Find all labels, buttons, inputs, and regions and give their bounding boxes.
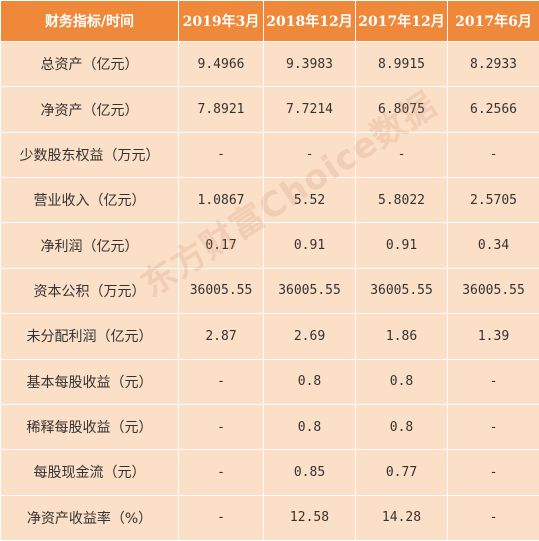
cell-value: 8.2933: [447, 40, 539, 88]
header-2019-03: 2019年3月: [178, 0, 264, 42]
cell-value: -: [447, 131, 539, 179]
cell-value: 1.39: [447, 313, 539, 360]
header-2017-06: 2017年6月: [447, 0, 539, 42]
table-row: 净利润（亿元） 0.17 0.91 0.91 0.34: [0, 222, 539, 269]
row-label: 每股现金流（元）: [0, 449, 179, 496]
cell-value: 2.69: [263, 313, 356, 360]
cell-value: 0.8: [263, 358, 356, 405]
cell-value: 0.77: [355, 449, 448, 496]
cell-value: 0.8: [355, 358, 448, 405]
table-row: 少数股东权益（万元） - - - -: [0, 131, 539, 179]
table-row: 资本公积（万元） 36005.55 36005.55 36005.55 3600…: [0, 267, 539, 315]
table-row: 每股现金流（元） - 0.85 0.77 -: [0, 449, 539, 496]
cell-value: 2.87: [178, 313, 264, 360]
table-header-row: 财务指标/时间 2019年3月 2018年12月 2017年12月 2017年6…: [0, 0, 539, 42]
table-row: 基本每股收益（元） - 0.8 0.8 -: [0, 358, 539, 405]
cell-value: -: [355, 131, 448, 179]
cell-value: 36005.55: [447, 267, 539, 315]
row-label: 少数股东权益（万元）: [0, 131, 179, 179]
cell-value: 36005.55: [355, 267, 448, 315]
cell-value: -: [178, 131, 264, 179]
cell-value: -: [178, 403, 264, 451]
row-label: 营业收入（亿元）: [0, 177, 179, 224]
table-row: 净资产收益率（%） - 12.58 14.28 -: [0, 494, 539, 541]
row-label: 基本每股收益（元）: [0, 358, 179, 405]
cell-value: 9.4966: [178, 40, 264, 88]
cell-value: 2.5705: [447, 177, 539, 224]
cell-value: 6.8075: [355, 86, 448, 133]
cell-value: 0.8: [355, 403, 448, 451]
cell-value: 5.8022: [355, 177, 448, 224]
cell-value: 12.58: [263, 494, 356, 541]
cell-value: 8.9915: [355, 40, 448, 88]
cell-value: -: [447, 494, 539, 541]
cell-value: 6.2566: [447, 86, 539, 133]
cell-value: -: [447, 403, 539, 451]
table-row: 营业收入（亿元） 1.0867 5.52 5.8022 2.5705: [0, 177, 539, 224]
cell-value: 0.8: [263, 403, 356, 451]
header-2017-12: 2017年12月: [355, 0, 448, 42]
cell-value: 5.52: [263, 177, 356, 224]
cell-value: 0.91: [263, 222, 356, 269]
cell-value: 0.91: [355, 222, 448, 269]
row-label: 净资产收益率（%）: [0, 494, 179, 541]
table-row: 稀释每股收益（元） - 0.8 0.8 -: [0, 403, 539, 451]
cell-value: -: [178, 494, 264, 541]
cell-value: -: [178, 449, 264, 496]
cell-value: 9.3983: [263, 40, 356, 88]
row-label: 总资产（亿元）: [0, 40, 179, 88]
table-row: 总资产（亿元） 9.4966 9.3983 8.9915 8.2933: [0, 40, 539, 88]
cell-value: 36005.55: [263, 267, 356, 315]
cell-value: 1.0867: [178, 177, 264, 224]
row-label: 资本公积（万元）: [0, 267, 179, 315]
row-label: 未分配利润（亿元）: [0, 313, 179, 360]
cell-value: 14.28: [355, 494, 448, 541]
table-row: 未分配利润（亿元） 2.87 2.69 1.86 1.39: [0, 313, 539, 360]
cell-value: 0.34: [447, 222, 539, 269]
cell-value: 0.85: [263, 449, 356, 496]
table-row: 净资产（亿元） 7.8921 7.7214 6.8075 6.2566: [0, 86, 539, 133]
cell-value: -: [447, 449, 539, 496]
cell-value: 1.86: [355, 313, 448, 360]
cell-value: -: [178, 358, 264, 405]
row-label: 净资产（亿元）: [0, 86, 179, 133]
row-label: 净利润（亿元）: [0, 222, 179, 269]
cell-value: -: [263, 131, 356, 179]
header-indicator-time: 财务指标/时间: [0, 0, 179, 42]
cell-value: -: [447, 358, 539, 405]
header-2018-12: 2018年12月: [263, 0, 356, 42]
cell-value: 7.8921: [178, 86, 264, 133]
cell-value: 7.7214: [263, 86, 356, 133]
cell-value: 36005.55: [178, 267, 264, 315]
cell-value: 0.17: [178, 222, 264, 269]
row-label: 稀释每股收益（元）: [0, 403, 179, 451]
